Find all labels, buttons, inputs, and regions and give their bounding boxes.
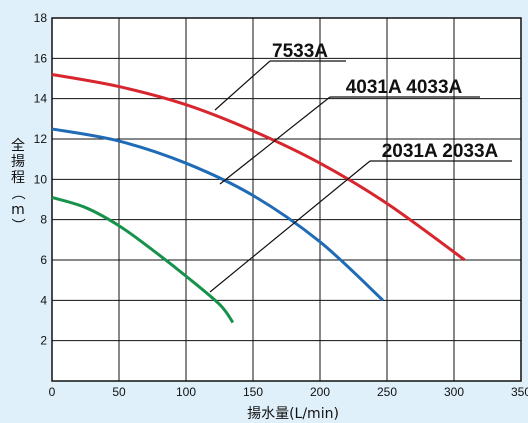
y-tick-label: 6 <box>40 253 47 267</box>
plot-border <box>51 17 522 382</box>
callout-label: 2031A 2033A <box>382 141 499 162</box>
x-axis-title: 揚水量(L/min) <box>247 405 339 422</box>
y-tick-label: 14 <box>34 92 48 106</box>
y-axis-title-char: 全 <box>11 137 25 154</box>
y-axis-title-char: m <box>11 202 25 218</box>
y-tick-label: 16 <box>34 51 48 65</box>
series-line-1 <box>51 127 385 302</box>
y-tick-label: 4 <box>40 293 47 307</box>
y-tick-label: 10 <box>34 172 48 186</box>
callout-2 <box>209 160 512 293</box>
x-tick-label: 250 <box>377 385 397 399</box>
callout-0 <box>214 60 346 111</box>
series-line-0 <box>51 72 466 262</box>
x-tick-label: 50 <box>112 385 126 399</box>
callout-labels: 7533A 4031A 4033A 2031A 2033A <box>272 41 499 162</box>
x-tick-label: 0 <box>49 385 56 399</box>
x-tick-label: 100 <box>176 385 196 399</box>
y-tick-label: 8 <box>40 213 47 227</box>
x-tick-label: 150 <box>243 385 263 399</box>
x-tick-label: 200 <box>310 385 330 399</box>
series-line-2 <box>51 196 235 324</box>
y-axis-title-char: （ <box>9 186 25 200</box>
y-axis-title-char: 揚 <box>11 153 25 170</box>
callout-leader-line <box>214 60 271 111</box>
callout-leader-line <box>209 160 371 293</box>
y-axis-title: 全揚程（ m） <box>9 137 25 232</box>
grid <box>51 17 522 382</box>
tick-labels: 0 50 100 150 200 250 300 350 2 4 6 8 10 12 14 16 18 <box>34 11 528 399</box>
y-tick-label: 2 <box>40 334 47 348</box>
y-axis-title-char: ） <box>9 218 25 232</box>
callout-leaders <box>209 60 512 293</box>
x-tick-label: 300 <box>444 385 464 399</box>
callout-label: 7533A <box>272 41 328 62</box>
callout-label: 4031A 4033A <box>346 77 463 98</box>
plot-area <box>52 18 521 381</box>
series-lines <box>51 72 466 324</box>
x-tick-label: 350 <box>511 385 528 399</box>
y-axis-title-char: 程 <box>11 170 25 186</box>
callout-leader-line <box>219 96 331 185</box>
callout-1 <box>219 96 480 185</box>
y-tick-label: 12 <box>34 132 48 146</box>
y-tick-label: 18 <box>34 11 48 25</box>
